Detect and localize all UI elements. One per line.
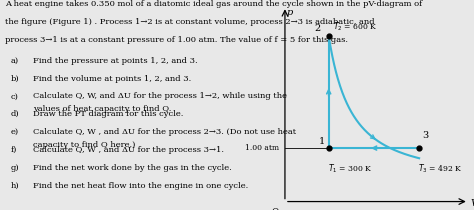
Text: Find the pressure at points 1, 2, and 3.: Find the pressure at points 1, 2, and 3. <box>33 57 198 65</box>
Text: values of heat capacity to find Q.: values of heat capacity to find Q. <box>33 105 171 113</box>
Text: 1.00 atm: 1.00 atm <box>245 144 279 152</box>
Text: b): b) <box>10 75 19 83</box>
Text: 1: 1 <box>319 136 325 146</box>
Text: c): c) <box>10 92 18 100</box>
Text: Find the volume at points 1, 2, and 3.: Find the volume at points 1, 2, and 3. <box>33 75 191 83</box>
Text: Draw the PT diagram for this cycle.: Draw the PT diagram for this cycle. <box>33 110 183 118</box>
Text: O: O <box>272 208 279 210</box>
Text: $T_1$ = 300 K: $T_1$ = 300 K <box>328 163 372 175</box>
Text: a): a) <box>10 57 18 65</box>
Text: the figure (Figure 1) . Process 1→2 is at constant volume, process 2→3 is adiaba: the figure (Figure 1) . Process 1→2 is a… <box>5 18 374 26</box>
Text: p: p <box>286 8 292 17</box>
Text: process 3→1 is at a constant pressure of 1.00 atm. The value of f = 5 for this g: process 3→1 is at a constant pressure of… <box>5 36 348 44</box>
Text: V: V <box>471 199 474 208</box>
Text: h): h) <box>10 182 19 190</box>
Text: Find the net work done by the gas in the cycle.: Find the net work done by the gas in the… <box>33 164 232 172</box>
Text: 3: 3 <box>423 131 429 140</box>
Text: Find the net heat flow into the engine in one cycle.: Find the net heat flow into the engine i… <box>33 182 248 190</box>
Text: capacity to find Q here.): capacity to find Q here.) <box>33 141 135 149</box>
Text: d): d) <box>10 110 19 118</box>
Text: Calculate Q, W, and ΔU for the process 1→2, while using the: Calculate Q, W, and ΔU for the process 1… <box>33 92 287 100</box>
Text: Calculate Q, W , and ΔU for the process 2→3. (Do not use heat: Calculate Q, W , and ΔU for the process … <box>33 128 296 136</box>
Text: $T_3$ = 492 K: $T_3$ = 492 K <box>418 163 462 175</box>
Text: $T_2$ = 600 K: $T_2$ = 600 K <box>333 20 377 33</box>
Text: e): e) <box>10 128 18 136</box>
Text: 2: 2 <box>315 24 321 33</box>
Text: f): f) <box>10 146 17 154</box>
Text: g): g) <box>10 164 19 172</box>
Text: Calculate Q, W , and ΔU for the process 3→1.: Calculate Q, W , and ΔU for the process … <box>33 146 224 154</box>
Text: A heat engine takes 0.350 mol of a diatomic ideal gas around the cycle shown in : A heat engine takes 0.350 mol of a diato… <box>5 0 422 8</box>
